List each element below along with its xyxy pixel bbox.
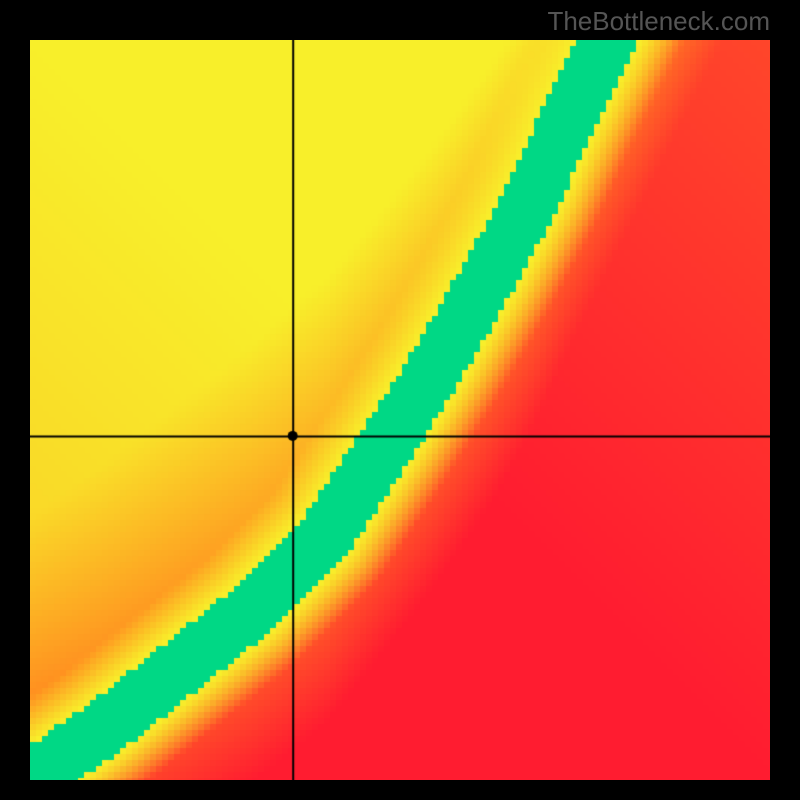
crosshair-overlay [30, 40, 770, 780]
figure-root: TheBottleneck.com [0, 0, 800, 800]
watermark-text: TheBottleneck.com [547, 6, 770, 37]
